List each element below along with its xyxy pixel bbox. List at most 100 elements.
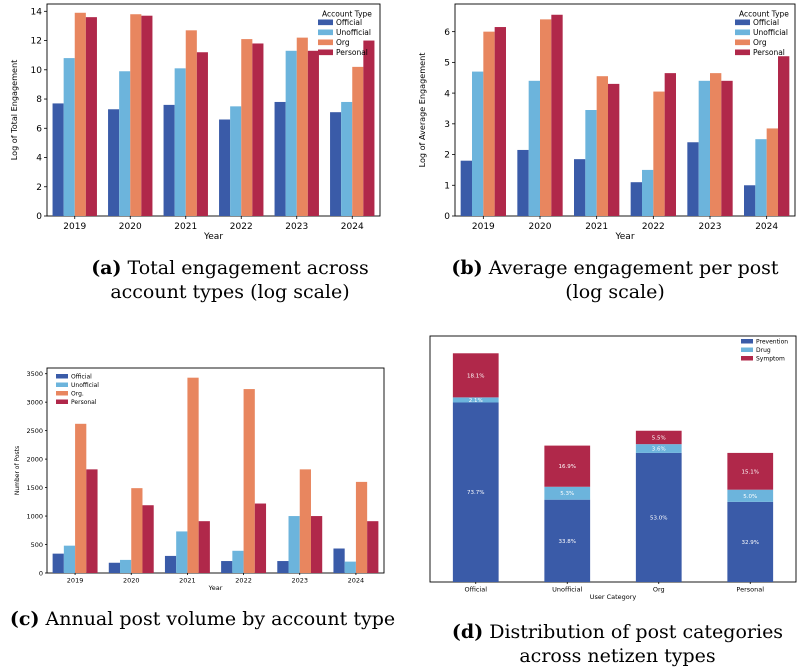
bar-official-2023 [277, 561, 289, 573]
caption-c-text: Annual post volume by account type [45, 608, 396, 630]
bar-personal-2022 [254, 503, 267, 573]
bar-org-2023 [710, 73, 722, 216]
bar-official-2021 [574, 159, 586, 216]
bar-org-2024 [355, 481, 368, 573]
x-tick-label-a: 2020 [119, 222, 142, 232]
bar-org-2021 [596, 76, 608, 216]
caption-d-text: Distribution of post categories across n… [489, 621, 784, 667]
bar-org-2019 [75, 423, 87, 573]
legend-swatch-official [735, 19, 750, 26]
plot-frame-b [454, 3, 796, 217]
bar-unofficial-2024 [341, 101, 353, 216]
bar-unofficial-2023 [285, 50, 297, 216]
bar-unofficial-2020 [528, 80, 540, 217]
legend-swatch-personal [318, 49, 333, 56]
legend-swatch-prevention [741, 339, 753, 344]
caption-d: (d) Distribution of post categories acro… [440, 620, 795, 668]
bar-org-2023 [296, 37, 308, 216]
caption-c: (c) Annual post volume by account type [0, 607, 405, 631]
bar-org-2022 [243, 389, 255, 573]
bar-org-2020 [130, 14, 142, 217]
bar-unofficial-2019 [63, 545, 76, 573]
bar-label-prevention: 53.0% [650, 515, 667, 521]
bar-label-symptom: 16.9% [559, 464, 576, 470]
bar-personal-2023 [310, 516, 323, 573]
legend-label-drug: Drug [756, 347, 771, 354]
legend-swatch-official [56, 374, 68, 379]
bar-unofficial-2021 [585, 110, 597, 216]
bar-drug-personal [727, 489, 774, 502]
bar-unofficial-2024 [755, 139, 767, 216]
bar-label-drug: 3.6% [652, 447, 666, 453]
bar-official-2024 [744, 185, 756, 216]
legend-label-unofficial: Unofficial [71, 382, 99, 389]
bar-symptom-personal [727, 452, 774, 490]
x-tick-label-d: Unofficial [552, 586, 583, 594]
bar-prevention-official [452, 402, 499, 582]
plot-frame-a [46, 3, 381, 217]
bar-org-2024 [766, 128, 778, 216]
x-tick-label-a: 2024 [341, 222, 364, 232]
legend-label-org: Org [336, 38, 350, 47]
legend-label-unofficial: Unofficial [753, 28, 788, 37]
bar-personal-2022 [664, 73, 676, 216]
legend-swatch-drug [741, 347, 753, 352]
x-tick-label-c: 2022 [235, 577, 252, 585]
x-axis-label-b: Year [614, 232, 634, 242]
y-tick-label-c: 0 [39, 569, 43, 577]
bar-unofficial-2024 [344, 561, 356, 573]
bar-org-2022 [653, 91, 665, 216]
legend-swatch-personal [56, 399, 68, 404]
bar-personal-2019 [85, 17, 97, 217]
bar-personal-2021 [196, 52, 208, 216]
bar-personal-2021 [608, 83, 620, 216]
y-tick-label-b: 5 [444, 59, 450, 69]
y-tick-label-c: 2500 [26, 427, 43, 435]
y-tick-label-a: 12 [31, 37, 42, 47]
bar-personal-2019 [86, 469, 98, 573]
y-tick-label-a: 4 [36, 154, 42, 164]
bar-official-2023 [687, 142, 699, 216]
y-axis-label-a: Log of Total Engagement [9, 60, 19, 161]
bar-official-2020 [108, 109, 120, 216]
legend-swatch-org [56, 391, 68, 396]
bar-unofficial-2020 [120, 559, 132, 573]
bar-symptom-unofficial [544, 445, 591, 487]
bar-unofficial-2021 [176, 531, 188, 573]
x-tick-label-b: 2020 [529, 222, 552, 232]
bar-prevention-unofficial [544, 499, 591, 582]
bar-personal-2023 [721, 80, 733, 217]
legend-label-unofficial: Unofficial [336, 28, 371, 37]
bar-org-2021 [187, 377, 199, 573]
bar-org-2021 [185, 30, 197, 216]
legend-label-personal: Personal [336, 48, 368, 57]
bar-unofficial-2019 [63, 58, 75, 216]
y-axis-label-b: Log of Average Engagement [417, 53, 427, 168]
bar-personal-2020 [141, 15, 153, 217]
bar-unofficial-2022 [642, 169, 654, 216]
bar-prevention-personal [727, 501, 774, 582]
bar-org-2023 [299, 469, 311, 573]
bar-personal-2020 [142, 505, 154, 573]
bar-official-2019 [52, 103, 64, 216]
legend-label-org: Org. [71, 391, 84, 398]
bar-official-2024 [330, 112, 342, 216]
bar-symptom-org [635, 430, 682, 445]
legend-label-personal: Personal [753, 48, 785, 57]
caption-b-text: Average engagement per post (log scale) [488, 257, 779, 303]
bar-label-drug: 5.3% [560, 491, 574, 497]
bar-drug-org [635, 444, 682, 453]
x-tick-label-d: Official [464, 586, 487, 594]
x-tick-label-c: 2021 [179, 577, 196, 585]
bar-label-prevention: 32.9% [742, 540, 759, 546]
y-tick-label-b: 2 [444, 151, 450, 161]
bar-label-symptom: 15.1% [742, 469, 759, 475]
bar-personal-2021 [198, 521, 210, 573]
x-tick-label-a: 2023 [285, 222, 308, 232]
legend-label-personal: Personal [71, 399, 97, 406]
y-tick-label-c: 1500 [26, 484, 43, 492]
x-tick-label-c: 2019 [67, 577, 84, 585]
plot-frame-c [46, 367, 385, 574]
caption-a-text: Total engagement across account types (l… [110, 257, 369, 303]
y-tick-label-a: 14 [31, 7, 43, 17]
